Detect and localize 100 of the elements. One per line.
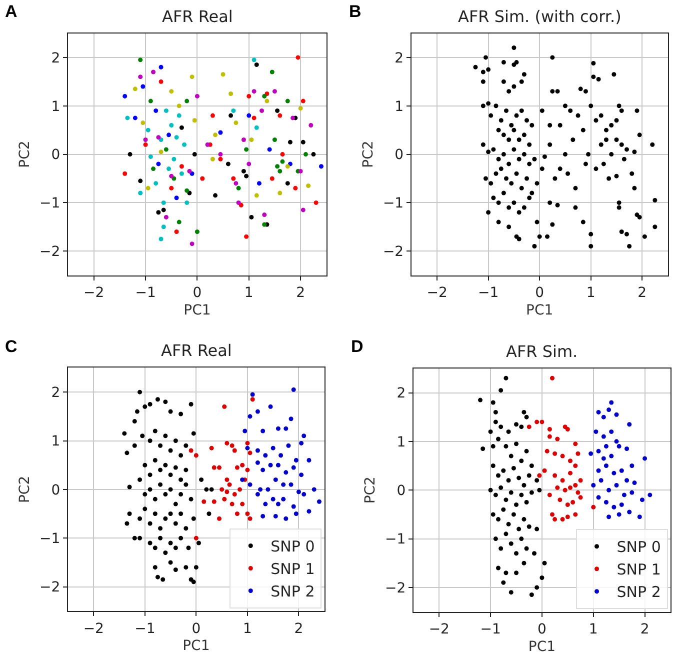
point	[573, 464, 578, 468]
point	[202, 499, 206, 504]
point	[273, 477, 278, 482]
point	[284, 426, 288, 431]
point	[138, 190, 143, 196]
point	[260, 428, 266, 434]
point	[158, 64, 164, 70]
x-axis-title: PC1	[528, 638, 556, 655]
point	[209, 446, 214, 450]
point	[194, 536, 198, 540]
point	[606, 408, 612, 412]
x-axis-title: PC1	[182, 638, 210, 654]
point	[222, 496, 227, 502]
point	[132, 116, 138, 120]
y-tick-label: 0	[51, 482, 60, 498]
point	[231, 108, 236, 113]
point	[290, 116, 296, 120]
point	[576, 451, 580, 456]
y-tick-label: −2	[40, 244, 60, 260]
point	[256, 181, 262, 186]
point	[268, 462, 273, 468]
point	[285, 164, 290, 169]
point	[192, 118, 197, 123]
chart-title: AFR Sim.	[506, 342, 578, 361]
point	[262, 212, 267, 218]
point	[156, 210, 161, 215]
point	[560, 454, 565, 458]
point	[300, 98, 306, 104]
point	[619, 468, 624, 473]
point	[609, 429, 614, 434]
point	[547, 427, 552, 432]
point	[542, 468, 547, 473]
point	[154, 108, 158, 113]
y-tick-label: 1	[51, 434, 60, 450]
text: D	[351, 337, 364, 356]
y-tick-label: 0	[396, 483, 406, 500]
point	[230, 502, 234, 506]
point	[270, 70, 274, 74]
point	[174, 229, 179, 234]
point	[248, 516, 252, 521]
point	[184, 200, 190, 205]
point	[143, 142, 148, 147]
point	[210, 156, 215, 162]
point	[218, 156, 223, 162]
legend-label: SNP 2	[270, 582, 315, 601]
point	[286, 443, 291, 448]
point	[143, 138, 148, 142]
point	[217, 516, 222, 521]
point	[232, 492, 237, 497]
point	[190, 242, 194, 246]
legend-label: SNP 0	[616, 538, 661, 556]
point	[248, 450, 252, 456]
point	[612, 470, 616, 476]
point	[226, 162, 230, 166]
point	[565, 514, 570, 520]
x-tick-label: 1	[588, 622, 598, 638]
x-tick-label: 2	[294, 620, 304, 637]
point	[266, 487, 270, 492]
point	[174, 135, 179, 140]
point	[140, 120, 146, 126]
point	[291, 504, 296, 509]
point	[255, 460, 260, 465]
point	[288, 140, 292, 144]
point	[148, 154, 153, 159]
point	[176, 113, 182, 118]
point	[254, 193, 259, 198]
y-tick-label: 1	[51, 98, 60, 115]
point	[158, 236, 164, 242]
point	[552, 473, 558, 478]
point	[242, 428, 248, 434]
y-tick-label: 2	[51, 384, 60, 401]
point	[246, 94, 252, 98]
point	[240, 502, 245, 506]
point	[190, 74, 194, 80]
point	[303, 152, 308, 157]
point	[612, 504, 616, 510]
point	[164, 108, 168, 113]
x-tick-label: −1	[478, 285, 499, 302]
point	[601, 434, 606, 439]
point	[263, 453, 268, 458]
point	[616, 512, 622, 517]
point	[578, 495, 583, 500]
point	[540, 420, 544, 424]
point	[614, 482, 619, 488]
point	[314, 200, 318, 205]
point	[234, 120, 238, 126]
y-axis-title: PC2	[17, 140, 34, 168]
point	[630, 464, 634, 468]
point	[267, 147, 272, 152]
x-tick-label: 1	[244, 285, 254, 302]
point	[220, 72, 226, 77]
point	[213, 132, 218, 138]
point	[169, 122, 174, 128]
y-tick-label: −1	[40, 196, 60, 212]
point	[302, 434, 306, 438]
point	[547, 434, 552, 439]
point	[642, 456, 648, 461]
point	[614, 412, 619, 417]
point	[316, 499, 322, 504]
x-tick-label: −1	[480, 622, 501, 638]
